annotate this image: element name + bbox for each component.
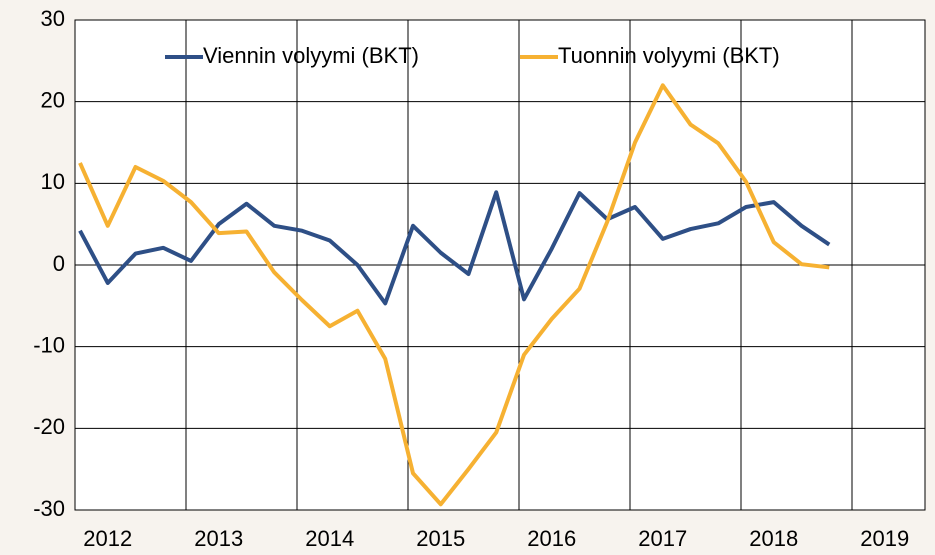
- x-tick-label: 2016: [527, 526, 576, 551]
- y-tick-label: -30: [33, 496, 65, 521]
- x-tick-label: 2017: [638, 526, 687, 551]
- y-tick-label: -10: [33, 332, 65, 357]
- x-tick-label: 2012: [83, 526, 132, 551]
- y-tick-label: 20: [41, 87, 65, 112]
- x-tick-label: 2013: [194, 526, 243, 551]
- x-tick-label: 2015: [416, 526, 465, 551]
- y-tick-label: 30: [41, 6, 65, 31]
- y-tick-label: 10: [41, 169, 65, 194]
- legend-label: Viennin volyymi (BKT): [203, 43, 419, 68]
- plot-border: [74, 19, 926, 511]
- series-line: [78, 190, 831, 306]
- x-tick-label: 2018: [749, 526, 798, 551]
- x-tick-label: 2019: [860, 526, 909, 551]
- y-tick-label: -20: [33, 414, 65, 439]
- series-line: [78, 83, 830, 507]
- legend-label: Tuonnin volyymi (BKT): [558, 43, 780, 68]
- x-tick-label: 2014: [305, 526, 354, 551]
- y-tick-label: 0: [53, 251, 65, 276]
